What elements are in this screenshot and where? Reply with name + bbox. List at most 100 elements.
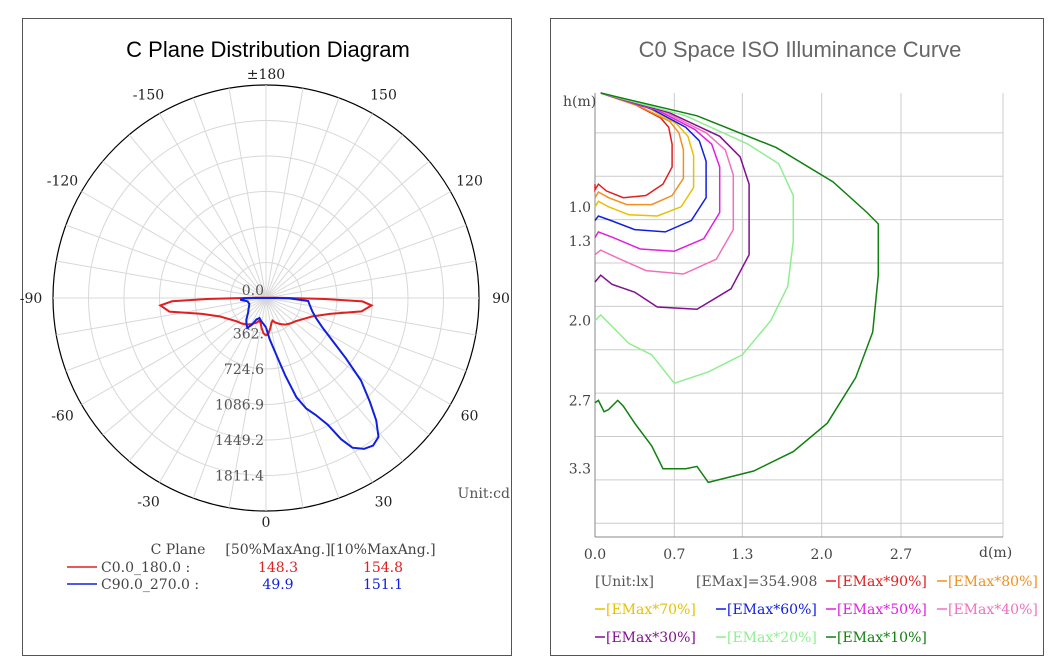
polar-spoke: [81, 297, 267, 405]
legend-max50-0: 148.3: [258, 560, 298, 576]
legend-name-1: C90.0_270.0 :: [101, 577, 199, 593]
polar-spoke: [228, 88, 267, 299]
polar-spoke: [265, 297, 476, 336]
iso-legend-label-5: [EMax*40%]: [948, 602, 1038, 618]
iso-xtick: 0.0: [584, 547, 606, 563]
iso-series-3: [594, 92, 707, 233]
iso-ytick: 1.3: [569, 234, 591, 250]
iso-legend-label-1: [EMax*80%]: [948, 574, 1038, 590]
iso-legend-label-4: [EMax*50%]: [837, 602, 927, 618]
iso-legend-label-7: [EMax*20%]: [727, 630, 817, 646]
polar-angle-label: 90: [492, 291, 510, 307]
polar-spoke: [265, 297, 404, 462]
legend-header-1: [50%MaxAng.]: [225, 542, 330, 558]
iso-xtick: 1.3: [731, 547, 753, 563]
iso-legend-label-2: [EMax*70%]: [606, 602, 696, 618]
polar-radial-label: 1811.4: [215, 469, 264, 485]
polar-angle-label: 0: [262, 515, 271, 531]
polar-spoke: [265, 297, 467, 372]
polar-grid: [52, 84, 480, 512]
iso-series-0: [594, 92, 673, 199]
iso-series-4: [594, 92, 721, 252]
polar-spoke: [102, 297, 267, 436]
legend-max10-1: 151.1: [363, 577, 403, 593]
iso-illuminance-panel: C0 Space ISO Illuminance Curve h(m) d(m) 0.…: [550, 18, 1044, 656]
polar-angle-label: -150: [133, 87, 164, 103]
iso-xlabel: d(m): [979, 545, 1012, 561]
iso-series-2: [594, 92, 695, 217]
iso-series-7: [594, 92, 795, 385]
polar-spoke: [265, 160, 430, 299]
polar-spoke: [192, 297, 267, 499]
polar-spoke: [265, 88, 304, 299]
polar-unit-label: Unit:cd: [458, 486, 510, 502]
legend-max50-1: 49.9: [262, 577, 293, 593]
polar-radial-label: 0.0: [242, 283, 264, 299]
polar-angle-label: -90: [20, 291, 43, 307]
iso-legend-label-8: [EMax*10%]: [837, 630, 927, 646]
iso-ytick: 2.0: [569, 314, 591, 330]
iso-series-1: [594, 92, 685, 206]
polar-spoke: [265, 297, 340, 499]
polar-angle-label: 30: [375, 495, 393, 511]
polar-spoke: [56, 297, 267, 336]
polar-spoke: [265, 297, 451, 405]
iso-legend-label-6: [EMax*30%]: [606, 630, 696, 646]
polar-spoke: [265, 297, 430, 436]
polar-spoke: [265, 224, 467, 299]
polar-angle-label: 120: [456, 174, 483, 190]
iso-xtick: 2.7: [890, 547, 912, 563]
polar-chart: C Plane Distribution Diagram ±180 150 -150 1…: [20, 37, 510, 593]
polar-spoke: [265, 297, 304, 508]
iso-ytick: 3.3: [569, 462, 591, 478]
iso-series-5: [594, 92, 735, 275]
polar-angle-label: 60: [461, 409, 479, 425]
iso-chart: C0 Space ISO Illuminance Curve h(m) d(m) 0.…: [563, 37, 1038, 646]
polar-spoke: [265, 260, 476, 299]
iso-ytick: 1.0: [569, 200, 591, 216]
polar-angle-label: 150: [370, 87, 397, 103]
polar-title: C Plane Distribution Diagram: [126, 37, 410, 62]
polar-radial-label: 1449.2: [215, 433, 264, 449]
polar-spoke: [65, 224, 267, 299]
polar-angle-label: -120: [47, 174, 78, 190]
iso-ytick: 2.7: [569, 393, 591, 409]
polar-series-1: [239, 297, 380, 450]
legend-name-0: C0.0_180.0 :: [101, 560, 190, 576]
polar-spoke: [265, 97, 340, 299]
polar-spoke: [159, 297, 267, 483]
polar-angle-label: -30: [137, 495, 160, 511]
polar-spoke: [128, 134, 267, 299]
polar-radial-label: 362.: [233, 327, 264, 343]
polar-radial-label: 1086.9: [215, 398, 264, 414]
polar-spoke: [56, 260, 267, 299]
iso-ylabel: h(m): [563, 94, 596, 110]
legend-header-0: C Plane: [151, 542, 206, 558]
polar-spoke: [128, 297, 267, 462]
legend-max10-0: 154.8: [363, 560, 403, 576]
iso-emax-label: [EMax]=354.908: [696, 574, 817, 590]
iso-legend-label-0: [EMax*90%]: [837, 574, 927, 590]
polar-spoke: [228, 297, 267, 508]
c-plane-distribution-panel: C Plane Distribution Diagram ±180 150 -150 1…: [20, 18, 512, 656]
iso-legend-label-3: [EMax*60%]: [727, 602, 817, 618]
iso-unit-label: [Unit:lx]: [595, 574, 654, 590]
polar-spoke: [65, 297, 267, 372]
polar-spoke: [265, 297, 373, 483]
polar-angle-label: -60: [51, 409, 74, 425]
iso-xtick: 0.7: [663, 547, 685, 563]
polar-spoke: [265, 134, 404, 299]
iso-series-8: [594, 92, 880, 484]
iso-xtick: 2.0: [811, 547, 833, 563]
polar-spoke: [159, 113, 267, 299]
polar-spoke: [192, 97, 267, 299]
polar-spoke: [102, 160, 267, 299]
polar-angle-label: ±180: [247, 67, 285, 83]
polar-spoke: [265, 191, 451, 299]
iso-series-6: [594, 92, 750, 311]
legend-header-2: [10%MaxAng.]: [330, 542, 435, 558]
iso-title: C0 Space ISO Illuminance Curve: [639, 37, 962, 62]
polar-spoke: [81, 191, 267, 299]
polar-spoke: [265, 113, 373, 299]
polar-radial-label: 724.6: [224, 362, 264, 378]
